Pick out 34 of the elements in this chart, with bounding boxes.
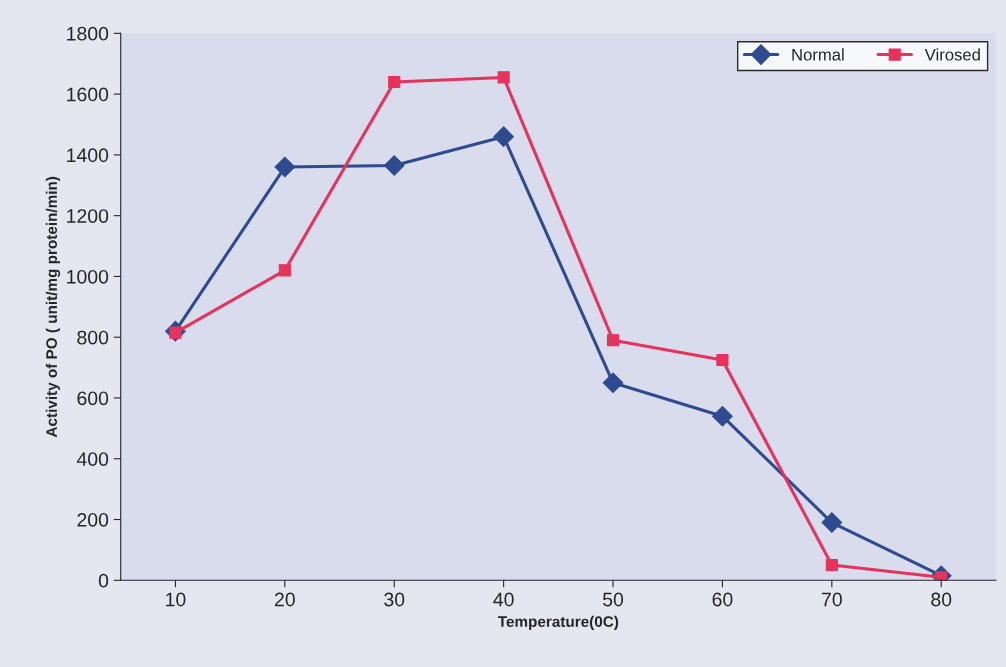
point [606, 334, 620, 347]
x-tick-label: 10 [166, 592, 186, 607]
point [716, 353, 729, 367]
point [602, 372, 624, 394]
x-tick-label: 30 [384, 592, 405, 607]
y-tick-label: 1000 [67, 269, 109, 284]
point [383, 155, 405, 176]
legend-label: Normal [792, 48, 844, 61]
y-tick-label: 0 [98, 573, 109, 588]
point [388, 75, 401, 89]
x-tick-label: 80 [931, 592, 952, 607]
point [825, 559, 838, 572]
y-tick-label: 200 [77, 512, 109, 527]
x-tick-label: 70 [822, 592, 842, 607]
x-axis-title: Temperature(0C) [497, 615, 619, 631]
x-tick-label: 20 [274, 592, 295, 607]
point [821, 512, 843, 533]
legend-label: Virosed [924, 48, 980, 61]
y-tick-label: 600 [77, 391, 109, 406]
y-tick-label: 1600 [67, 87, 109, 102]
y-tick-label: 1800 [67, 26, 109, 41]
point [278, 264, 291, 277]
point [274, 156, 296, 178]
y-tick-label: 800 [77, 330, 109, 345]
y-tick-label: 1200 [67, 209, 109, 223]
y-tick-label: 1400 [67, 148, 109, 163]
y-axis-title: Activity of PO ( unit/mg protein/min) [45, 176, 61, 438]
x-tick-label: 60 [712, 592, 733, 607]
x-tick-label: 40 [493, 592, 514, 607]
point [497, 71, 510, 84]
point [712, 405, 733, 427]
y-tick-label: 400 [76, 452, 109, 466]
x-tick-label: 50 [603, 592, 624, 607]
point [493, 126, 514, 147]
